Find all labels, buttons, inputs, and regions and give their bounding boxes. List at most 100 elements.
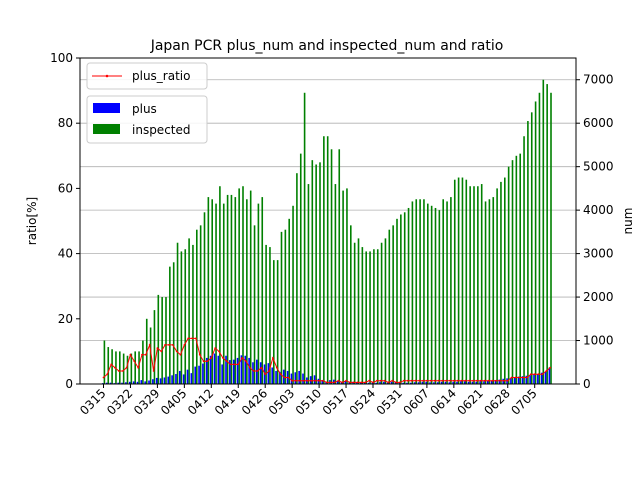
inspected-bar (450, 197, 452, 384)
inspected-bar (480, 184, 483, 384)
ratio-point (530, 373, 532, 376)
inspected-bar (403, 212, 406, 384)
left-tick-label: 40 (58, 247, 73, 261)
ratio-point (441, 379, 444, 382)
ratio-point (349, 381, 351, 384)
ratio-point (337, 379, 340, 382)
ratio-point (395, 381, 397, 384)
inspected-bar (280, 231, 283, 384)
inspected-bar (546, 84, 548, 384)
plus-bar (444, 381, 447, 384)
inspected-bar (249, 190, 252, 384)
x-tick-label: 0426 (239, 386, 270, 417)
inspected-bar (122, 353, 125, 384)
ratio-point (429, 379, 432, 382)
plus-bar (298, 370, 300, 384)
ratio-point (206, 360, 209, 363)
plus-bar (256, 359, 258, 384)
legend-inspected-label: inspected (132, 123, 191, 137)
ratio-point (121, 370, 124, 372)
left-tick-label: 20 (58, 312, 73, 326)
ratio-point (422, 379, 424, 382)
inspected-bar (157, 294, 160, 384)
left-tick-label: 100 (50, 51, 73, 65)
ratio-point (318, 379, 320, 382)
x-tick-label: 0412 (185, 386, 216, 417)
x-tick-label: 0524 (347, 386, 378, 417)
inspected-bar (465, 179, 468, 384)
ratio-line-layer (102, 337, 551, 384)
ratio-point (510, 376, 513, 379)
ratio-point (506, 379, 509, 382)
inspected-bar (172, 262, 175, 384)
plus-bar (140, 380, 143, 384)
inspected-bar (550, 92, 552, 385)
left-axis: 0 20 40 60 80 100 (50, 51, 80, 391)
plus-bar (155, 377, 158, 384)
ratio-point (195, 337, 197, 340)
plus-bar (386, 382, 389, 384)
inspected-bar (273, 260, 275, 384)
ratio-point (518, 376, 521, 379)
plus-bar (498, 379, 501, 384)
inspected-bar (269, 247, 271, 384)
ratio-point (526, 376, 528, 379)
plus-bar (302, 373, 304, 384)
plus-bar (152, 379, 154, 384)
plus-bar (429, 382, 431, 384)
plus-bar (398, 382, 401, 384)
inspected-bar (342, 190, 344, 384)
plus-bar (121, 382, 123, 384)
inspected-bar (326, 136, 329, 384)
inspected-bar (446, 201, 448, 384)
plus-bar (217, 355, 220, 384)
inspected-bar (330, 149, 333, 384)
x-tick-label: 0510 (293, 386, 324, 417)
plus-bar (125, 382, 127, 384)
plus-bar (483, 381, 485, 384)
ratio-point (495, 379, 498, 382)
ratio-point (549, 366, 551, 369)
inspected-bar (346, 188, 348, 384)
ratio-point (391, 379, 394, 382)
ratio-point (433, 379, 436, 382)
inspected-bar (542, 79, 545, 384)
inspected-bar (361, 247, 364, 384)
x-tick-label: 0503 (266, 386, 297, 417)
ratio-point (106, 373, 109, 376)
plus-bar (529, 375, 531, 384)
ratio-point (368, 379, 371, 382)
inspected-bar (199, 225, 202, 384)
ratio-point (464, 379, 467, 382)
inspected-bar (323, 136, 325, 384)
inspected-bar (222, 203, 225, 384)
legend-bars: plus inspected (86, 95, 208, 144)
inspected-bar (407, 207, 410, 384)
plus-bar (440, 381, 443, 384)
plus-bar (290, 373, 293, 384)
plus-bar (533, 374, 535, 384)
plus-bar (544, 371, 547, 384)
inspected-bar (196, 229, 198, 384)
ratio-point (499, 379, 501, 382)
plus-bar (148, 380, 150, 384)
ratio-point (144, 353, 147, 356)
plus-bar (221, 364, 223, 384)
inspected-bar (319, 162, 321, 384)
plus-bar (502, 378, 504, 384)
inspected-bar (134, 351, 136, 384)
chart-title: Japan PCR plus_num and inspected_num and… (150, 38, 504, 54)
inspected-bar (438, 210, 441, 384)
inspected-bar (500, 181, 502, 384)
inspected-bar (130, 353, 133, 384)
plus-bar (348, 382, 350, 384)
inspected-bar (111, 349, 113, 384)
inspected-bar (176, 242, 179, 384)
inspected-bar (496, 188, 498, 384)
plus-bar (433, 382, 435, 384)
ratio-point (168, 344, 170, 346)
inspected-bar (234, 197, 237, 384)
inspected-bar (507, 166, 510, 384)
inspected-bar (230, 194, 233, 384)
plus-bar (271, 367, 273, 384)
